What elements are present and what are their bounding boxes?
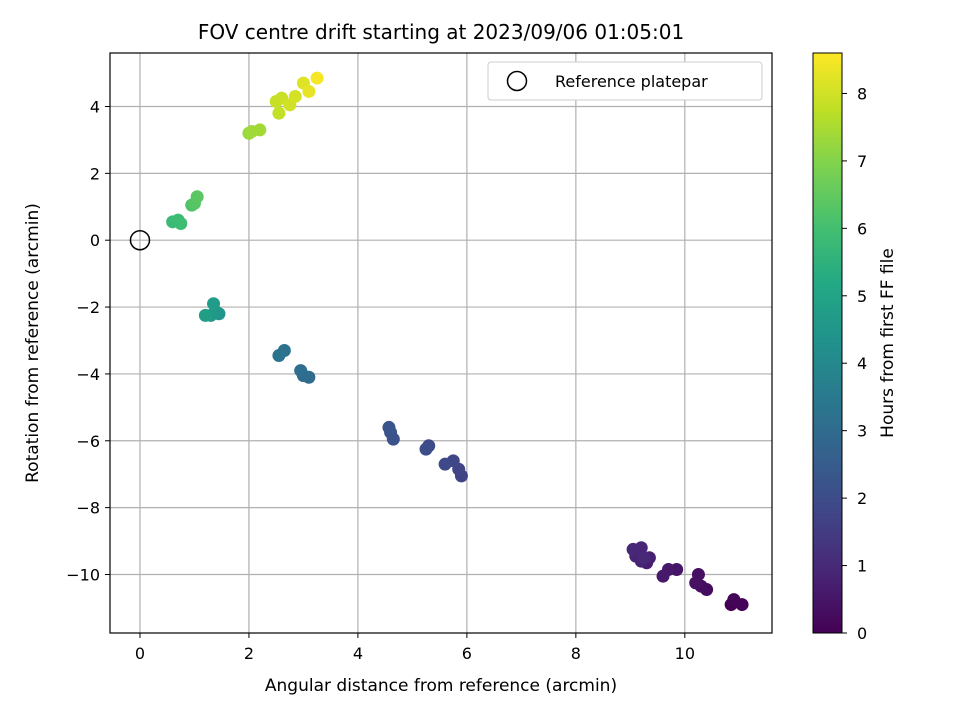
colorbar-tick-label: 8: [857, 84, 867, 103]
scatter-point: [190, 190, 204, 204]
colorbar-label: Hours from first FF file: [878, 248, 898, 438]
scatter-point: [272, 106, 286, 120]
scatter-point: [174, 216, 188, 230]
y-tick-label: 4: [90, 97, 100, 116]
y-tick-label: −4: [76, 365, 100, 384]
y-tick-label: 0: [90, 231, 100, 250]
x-tick-label: 6: [462, 644, 472, 663]
colorbar-tick-label: 2: [857, 489, 867, 508]
x-axis-label: Angular distance from reference (arcmin): [265, 676, 617, 696]
colorbar-ticks: 0 1 2 3 4 5 6 7 8: [842, 84, 867, 643]
reference-platepar-marker: [129, 229, 151, 251]
colorbar-tick-label: 6: [857, 219, 867, 238]
colorbar-tick-label: 0: [857, 624, 867, 643]
scatter-point: [626, 542, 640, 556]
colorbar-tick-label: 5: [857, 287, 867, 306]
x-tick-label: 10: [675, 644, 695, 663]
y-tick-label: −8: [76, 499, 100, 518]
colorbar: [812, 52, 843, 634]
scatter-point: [207, 297, 221, 311]
scatter-point: [198, 308, 212, 322]
plot-frame: [109, 52, 773, 634]
scatter-point: [272, 349, 286, 363]
colorbar-tick-label: 7: [857, 152, 867, 171]
scatter-point: [637, 551, 651, 565]
scatter-point: [302, 84, 316, 98]
scatter-point: [288, 89, 302, 103]
y-axis-ticks: −10 −8 −6 −4 −2 0 2 4: [66, 97, 110, 584]
x-tick-label: 2: [244, 644, 254, 663]
y-tick-label: 2: [90, 164, 100, 183]
scatter-point: [438, 457, 452, 471]
legend-label: Reference platepar: [555, 72, 708, 91]
colorbar-tick-label: 1: [857, 557, 867, 576]
y-tick-label: −6: [76, 432, 100, 451]
x-axis-ticks: 0 2 4 6 8 10: [135, 633, 695, 663]
legend: Reference platepar: [487, 61, 763, 101]
grid: [110, 53, 772, 633]
chart-title: FOV centre drift starting at 2023/09/06 …: [198, 20, 684, 44]
y-axis-label: Rotation from reference (arcmin): [23, 203, 43, 483]
y-tick-label: −10: [66, 565, 100, 584]
legend-box: [487, 61, 763, 101]
scatter-point: [419, 442, 433, 456]
scatter-point: [310, 71, 324, 85]
x-tick-label: 8: [571, 644, 581, 663]
scatter-point: [294, 364, 308, 378]
data-points: [166, 71, 749, 612]
scatter-point: [253, 123, 267, 137]
y-tick-label: −2: [76, 298, 100, 317]
scatter-point: [656, 569, 670, 583]
scatter-point: [382, 420, 396, 434]
x-tick-label: 0: [135, 644, 145, 663]
colorbar-tick-label: 4: [857, 354, 867, 373]
scatter-point: [727, 593, 741, 607]
x-tick-label: 4: [353, 644, 363, 663]
scatter-point: [689, 576, 703, 590]
legend-marker-icon: [506, 70, 528, 92]
colorbar-tick-label: 3: [857, 422, 867, 441]
